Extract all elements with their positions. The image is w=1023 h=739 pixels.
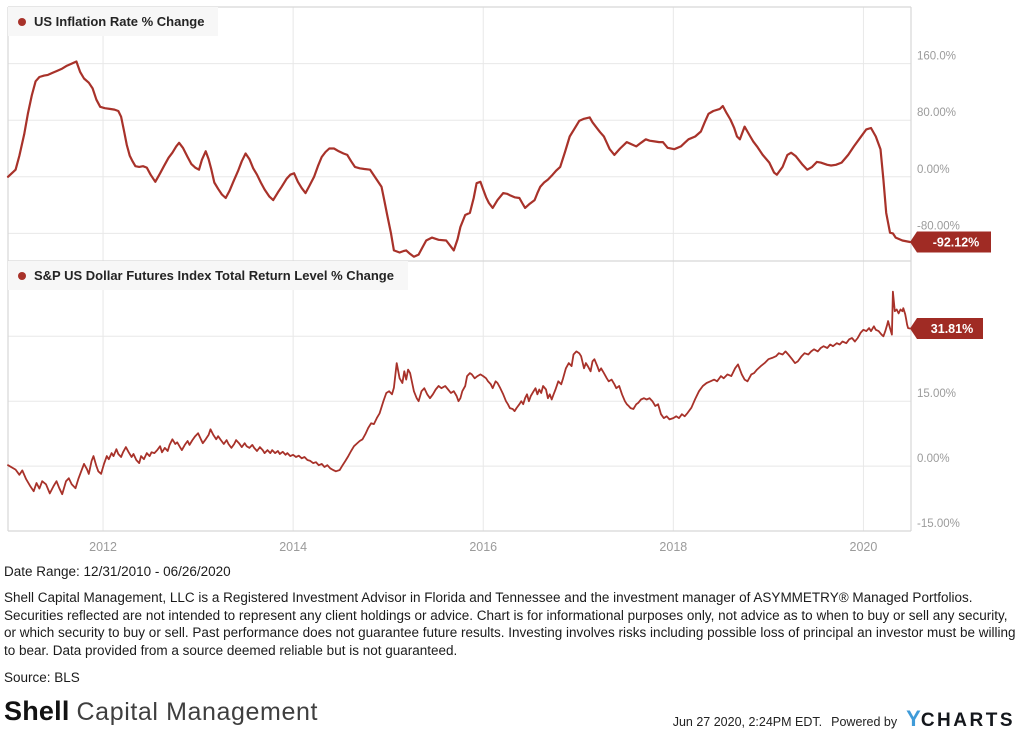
badge-value-label: -92.12% [933, 235, 980, 249]
x-axis-tick-label: 2016 [469, 540, 497, 554]
ycharts-logo-charts: CHARTS [920, 710, 1015, 731]
legend-dot-icon [18, 17, 26, 26]
sp-us-dollar-futures-tr-line [7, 290, 911, 496]
y-axis-tick-label: 80.00% [917, 107, 956, 119]
powered-by-text: Powered by [831, 715, 898, 729]
us-inflation-rate-value-badge [910, 231, 991, 253]
x-axis-tick-label: 2018 [659, 540, 687, 554]
y-axis-tick-label: 0.00% [917, 164, 950, 176]
x-axis-tick-label: 2014 [279, 540, 307, 554]
sp-us-dollar-futures-tr-value-badge [910, 317, 983, 339]
legend-us-inflation: US Inflation Rate % Change [8, 7, 219, 36]
logo-shell: Shell [4, 696, 70, 726]
disclaimer-text: Shell Capital Management, LLC is a Regis… [4, 590, 1016, 658]
y-axis-tick-label: 15.00% [917, 388, 956, 400]
legend-label: US Inflation Rate % Change [34, 14, 205, 29]
y-axis-tick-label: 160.0% [917, 51, 956, 63]
ycharts-logo: Y CHARTS [906, 706, 1015, 732]
timestamp-text: Jun 27 2020, 2:24PM EDT. [672, 715, 823, 729]
shell-capital-logo: Shell Capital Management [4, 696, 318, 727]
source-note: Source: BLS [4, 670, 80, 685]
legend-label: S&P US Dollar Futures Index Total Return… [34, 268, 394, 283]
date-range-text: Date Range: 12/31/2010 - 06/26/2020 [4, 564, 231, 579]
legend-dot-icon [18, 271, 26, 280]
y-axis-tick-label: -15.00% [917, 518, 960, 530]
ycharts-logo-y: Y [906, 706, 921, 731]
footer-right: Jun 27 2020, 2:24PM EDT. Powered by Y CH… [673, 706, 1015, 732]
x-axis-tick-label: 2012 [89, 540, 117, 554]
y-axis-tick-label: -80.00% [917, 220, 960, 232]
badge-value-label: 31.81% [931, 322, 973, 336]
y-axis-tick-label: 0.00% [917, 453, 950, 465]
legend-dollar-futures: S&P US Dollar Futures Index Total Return… [8, 261, 408, 290]
us-inflation-rate-line [6, 60, 912, 258]
x-axis-tick-label: 2020 [850, 540, 878, 554]
logo-capital-management: Capital Management [76, 698, 319, 726]
dual-panel-line-chart: 160.0% 80.00% 0.00% -80.00% 15.00% 0.00% -15.0… [6, 6, 991, 554]
